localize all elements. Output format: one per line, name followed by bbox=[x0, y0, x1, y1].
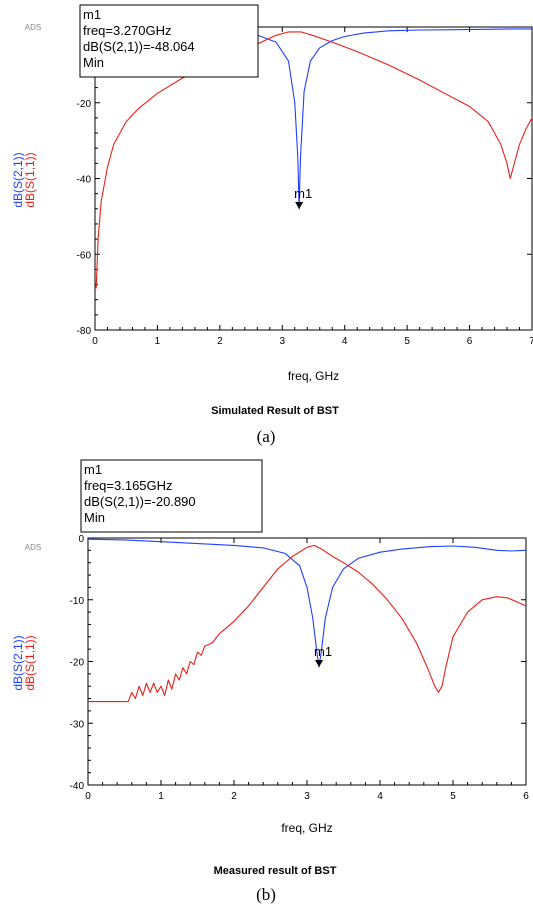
x-tick-label: 7 bbox=[529, 336, 533, 347]
marker-readout-box bbox=[80, 459, 263, 533]
marker-arrow bbox=[315, 659, 324, 667]
x-tick-label: 3 bbox=[280, 336, 286, 347]
y-label-s21: dB(S(2,1)) bbox=[11, 635, 25, 690]
x-tick-label: 3 bbox=[304, 791, 310, 802]
y-tick-label: -30 bbox=[70, 719, 85, 730]
marker-readout-line3: dB(S(2,1))=-20.890 bbox=[84, 494, 196, 509]
x-tick-label: 1 bbox=[155, 336, 161, 347]
y-label-s11: dB(S(1,1)) bbox=[23, 152, 37, 207]
chart-panel-b: ADS 0 -10 -20 -30 -40 0 1 2 3 4 5 6 m1 m1 freq=3.165GHz… bbox=[0, 456, 533, 911]
y-tick-label: 0 bbox=[78, 534, 84, 545]
marker-arrow bbox=[295, 202, 304, 210]
x-tick-label: 6 bbox=[523, 791, 529, 802]
y-label-s21: dB(S(2,1)) bbox=[11, 152, 25, 207]
x-tick-label: 2 bbox=[217, 336, 223, 347]
marker-readout-line4: Min bbox=[83, 55, 104, 70]
x-tick-label: 1 bbox=[158, 791, 164, 802]
ads-tag: ADS bbox=[25, 23, 41, 32]
s11-line bbox=[88, 544, 527, 703]
marker-readout-line1: m1 bbox=[84, 462, 102, 477]
y-tick-label: -80 bbox=[77, 326, 92, 337]
y-tick-label: -20 bbox=[70, 658, 85, 669]
chart-panel-a: ADS0-20-40-60-8001234567m1m1freq=3.270GH… bbox=[0, 0, 533, 455]
x-tick-label: 5 bbox=[450, 791, 456, 802]
x-axis-label: freq, GHz bbox=[281, 821, 332, 835]
y-label-s11: dB(S(1,1)) bbox=[23, 635, 37, 690]
y-tick-label: -60 bbox=[77, 250, 92, 261]
x-tick-label: 0 bbox=[85, 791, 91, 802]
x-tick-label: 6 bbox=[467, 336, 473, 347]
y-axis-labels: dB(S(2,1))dB(S(1,1)) bbox=[11, 635, 37, 690]
y-tick-label: -20 bbox=[77, 99, 92, 110]
chart-caption: Measured result of BST bbox=[214, 865, 337, 877]
subfigure-label: (a) bbox=[257, 427, 276, 446]
x-tick-label: 2 bbox=[231, 791, 237, 802]
y-tick-label: -40 bbox=[70, 781, 85, 792]
ads-tag: ADS bbox=[25, 543, 41, 552]
y-tick-label: -40 bbox=[77, 175, 92, 186]
subfigure-label: (b) bbox=[256, 885, 276, 904]
marker-label: m1 bbox=[294, 186, 312, 201]
s21-line bbox=[87, 538, 527, 668]
x-tick-label: 4 bbox=[342, 336, 348, 347]
simulated-chart: ADS0-20-40-60-8001234567m1m1freq=3.270GH… bbox=[11, 4, 533, 446]
x-tick-label: 5 bbox=[404, 336, 410, 347]
chart-caption: Simulated Result of BST bbox=[211, 405, 339, 417]
marker-readout-box bbox=[79, 4, 259, 78]
x-tick-label: 0 bbox=[92, 336, 98, 347]
marker-readout-line1: m1 bbox=[83, 7, 101, 22]
marker-label: m1 bbox=[314, 644, 332, 659]
marker-readout-line4: Min bbox=[84, 510, 105, 525]
marker-readout-line3: dB(S(2,1))=-48.064 bbox=[83, 39, 195, 54]
y-axis-labels: dB(S(2,1))dB(S(1,1)) bbox=[11, 152, 37, 207]
y-tick-label: -10 bbox=[70, 596, 85, 607]
marker-readout-line2: freq=3.165GHz bbox=[84, 478, 173, 493]
plot-frame bbox=[87, 537, 527, 786]
marker-readout-line2: freq=3.270GHz bbox=[83, 23, 172, 38]
x-axis-label: freq, GHz bbox=[288, 369, 339, 383]
s11-line bbox=[95, 31, 533, 289]
x-tick-label: 4 bbox=[377, 791, 383, 802]
